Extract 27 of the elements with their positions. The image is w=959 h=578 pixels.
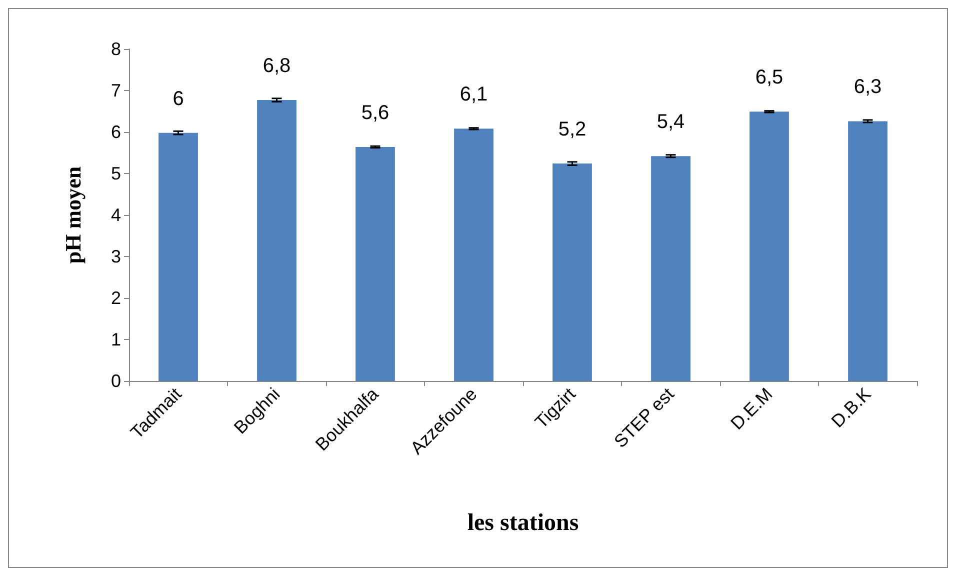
y-tick-label: 5 (110, 164, 121, 184)
bar (257, 100, 296, 381)
y-tick-label: 1 (110, 330, 121, 350)
data-label: 6 (172, 88, 184, 110)
bar (158, 132, 198, 381)
bar (356, 146, 395, 381)
data-label: 6,8 (262, 55, 291, 78)
data-label: 5,2 (558, 118, 586, 141)
y-tick-label: 3 (110, 246, 121, 266)
bar (651, 156, 690, 381)
data-label: 5,6 (361, 102, 390, 124)
y-tick-label: 6 (110, 122, 121, 142)
bar (750, 112, 789, 381)
y-tick-label: 8 (110, 39, 121, 59)
y-tick-label: 2 (110, 288, 121, 308)
x-axis-title: les stations (467, 510, 579, 536)
y-tick-label: 0 (110, 371, 121, 391)
bar (848, 121, 888, 381)
y-axis-title: pH moyen (60, 166, 86, 264)
data-label: 5,4 (656, 111, 685, 134)
data-label: 6,1 (460, 84, 488, 106)
bar (454, 128, 494, 381)
bar (552, 164, 592, 381)
data-label: 6,3 (854, 76, 882, 98)
y-tick-label: 7 (110, 80, 121, 100)
data-label: 6,5 (755, 66, 784, 89)
y-tick-label: 4 (110, 205, 121, 225)
